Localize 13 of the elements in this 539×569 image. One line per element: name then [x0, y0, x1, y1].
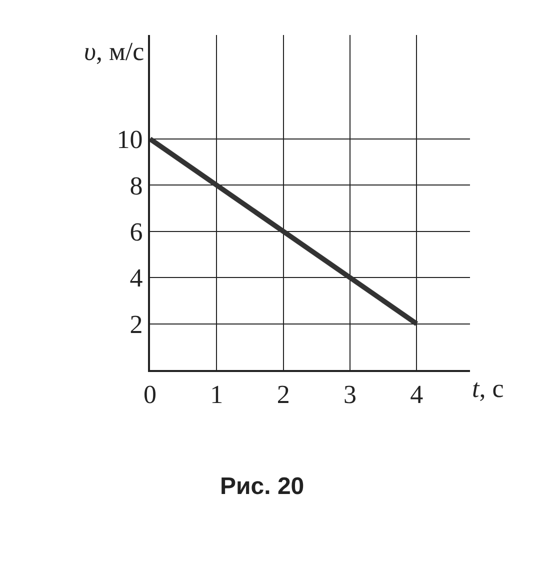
x-tick-label: 4 [410, 380, 424, 410]
y-tick-label: 2 [130, 310, 143, 339]
x-tick-label: 3 [344, 380, 356, 410]
y-axis-title: υ, м/с [84, 37, 144, 66]
y-tick-label: 10 [116, 125, 143, 154]
y-tick-label: 4 [130, 264, 143, 293]
y-tick-label: 6 [130, 217, 143, 246]
x-axis-title: t, с [472, 374, 504, 403]
x-tick-label: 1 [210, 380, 224, 410]
y-tick-label: 8 [130, 171, 143, 200]
text: Рис. 20 [220, 473, 304, 500]
x-tick-label: 2 [276, 380, 290, 410]
x-tick-label: 0 [144, 380, 156, 410]
